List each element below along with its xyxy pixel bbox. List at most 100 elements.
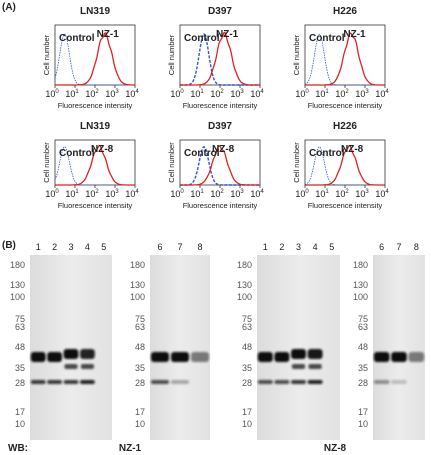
marker-label: 28: [135, 378, 145, 388]
marker-label: 35: [15, 363, 25, 373]
tick-base: 10: [355, 189, 365, 199]
band: [391, 380, 407, 384]
marker-label: 48: [358, 342, 368, 352]
tick-exp: 1: [325, 189, 329, 195]
x-tick-label: 101: [315, 189, 329, 199]
blot: [150, 255, 210, 440]
marker-label: 75: [358, 314, 368, 324]
marker-label: 35: [242, 363, 252, 373]
x-axis-label: Fluorescence intensity: [308, 201, 383, 210]
tick-exp: 2: [95, 189, 99, 195]
tick-base: 10: [65, 89, 75, 99]
marker-label: 130: [130, 280, 145, 290]
tick-base: 10: [105, 89, 115, 99]
x-tick-label: 104: [375, 89, 389, 99]
marker-label: 63: [15, 322, 25, 332]
marker-label: 75: [15, 314, 25, 324]
band: [291, 364, 306, 369]
band: [274, 352, 290, 362]
y-axis-label: Cell number: [167, 142, 176, 183]
wb-label: WB:: [8, 443, 28, 454]
tick-exp: 0: [305, 189, 309, 195]
marker-label: 100: [237, 292, 252, 302]
control-label: Control: [184, 148, 220, 159]
tick-exp: 0: [55, 89, 59, 95]
cell-line-title: LN319: [80, 6, 110, 17]
antibody-label: NZ-8: [212, 144, 235, 155]
cell-line-title: H226: [333, 6, 357, 17]
marker-label: 48: [135, 342, 145, 352]
x-axis-label: Fluorescence intensity: [183, 201, 258, 210]
tick-base: 10: [85, 189, 95, 199]
tick-exp: 1: [75, 89, 79, 95]
lane-number: 1: [263, 242, 268, 252]
band: [373, 380, 390, 384]
marker-label: 48: [15, 342, 25, 352]
band: [257, 352, 273, 362]
blot: [257, 255, 340, 440]
marker-label: 130: [10, 280, 25, 290]
tick-base: 10: [85, 89, 95, 99]
band: [373, 352, 390, 362]
x-tick-label: 100: [295, 189, 309, 199]
cell-line-title: LN319: [80, 121, 110, 132]
antibody-label: NZ-1: [216, 29, 239, 40]
y-axis-label: Cell number: [42, 34, 51, 75]
control-curve: [180, 145, 260, 186]
tick-exp: 0: [55, 189, 59, 195]
tick-base: 10: [170, 189, 180, 199]
band: [47, 380, 62, 384]
antibody-label: NZ-1: [97, 29, 120, 40]
blot: [373, 255, 425, 440]
band: [291, 380, 306, 384]
lane-number: 7: [396, 242, 401, 252]
cell-line-title: D397: [208, 121, 232, 132]
tick-exp: 3: [240, 189, 244, 195]
x-tick-label: 101: [315, 89, 329, 99]
tick-exp: 4: [385, 189, 389, 195]
tick-base: 10: [230, 189, 240, 199]
marker-label: 28: [358, 378, 368, 388]
x-tick-label: 102: [210, 189, 224, 199]
tick-base: 10: [375, 89, 385, 99]
band: [307, 380, 323, 384]
tick-base: 10: [315, 89, 325, 99]
cell-line-title: H226: [333, 121, 357, 132]
lane-number: 5: [329, 242, 334, 252]
x-tick-label: 103: [230, 89, 244, 99]
tick-exp: 0: [305, 89, 309, 95]
lane-number: 5: [101, 242, 106, 252]
band: [391, 352, 407, 362]
marker-label: 130: [237, 280, 252, 290]
tick-exp: 0: [180, 189, 184, 195]
control-label: Control: [309, 33, 345, 44]
control-label: Control: [309, 148, 345, 159]
marker-label: 63: [135, 322, 145, 332]
band: [63, 380, 79, 384]
antibody-curve: [305, 32, 385, 86]
tick-base: 10: [125, 189, 135, 199]
tick-exp: 2: [220, 89, 224, 95]
x-axis-label: Fluorescence intensity: [183, 101, 258, 110]
marker-label: 10: [15, 419, 25, 429]
tick-base: 10: [295, 89, 305, 99]
blot: [30, 255, 112, 440]
panel-label: (A): [2, 2, 16, 13]
marker-label: 10: [358, 419, 368, 429]
lane-number: 6: [157, 242, 162, 252]
marker-label: 17: [15, 407, 25, 417]
lane-number: 3: [68, 242, 73, 252]
x-tick-label: 104: [125, 189, 139, 199]
tick-base: 10: [250, 89, 260, 99]
marker-label: 48: [242, 342, 252, 352]
band: [171, 352, 189, 362]
x-tick-label: 104: [125, 89, 139, 99]
x-tick-label: 103: [230, 189, 244, 199]
lane-number: 8: [414, 242, 419, 252]
x-tick-label: 101: [190, 189, 204, 199]
control-curve: [54, 146, 135, 186]
lane-number: 4: [85, 242, 90, 252]
tick-exp: 3: [115, 89, 119, 95]
tick-exp: 2: [220, 189, 224, 195]
x-tick-label: 101: [190, 89, 204, 99]
